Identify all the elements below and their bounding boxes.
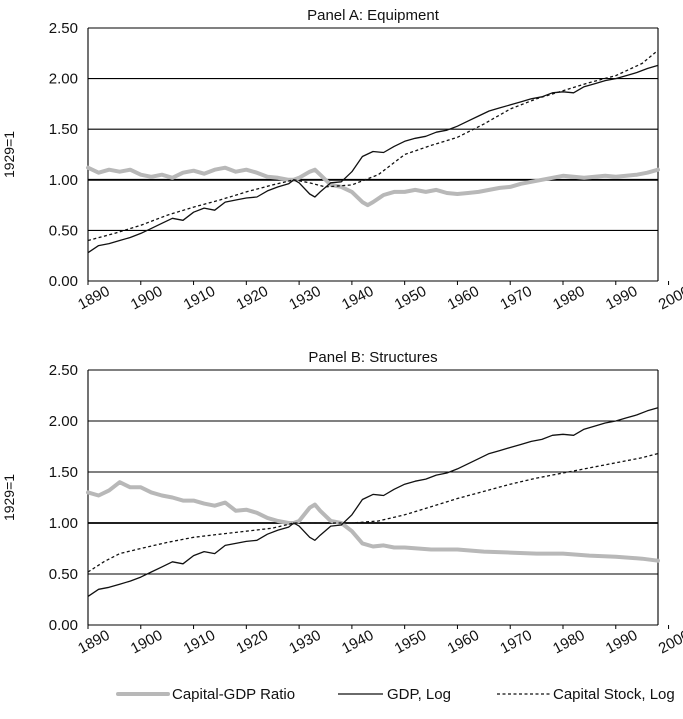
- x-tick-label: 1910: [181, 627, 218, 658]
- x-tick-label: 1900: [128, 627, 165, 658]
- y-tick-label: 0.00: [49, 273, 78, 290]
- panel-title: Panel B: Structures: [308, 349, 437, 366]
- x-tick-label: 1950: [392, 283, 429, 314]
- x-tick-label: 1920: [233, 283, 270, 314]
- x-tick-label: 1970: [497, 627, 534, 658]
- x-tick-label: 1990: [603, 627, 640, 658]
- x-tick-label: 2000: [656, 627, 683, 658]
- x-tick-label: 1890: [75, 627, 112, 658]
- x-tick-label: 1920: [233, 627, 270, 658]
- x-tick-label: 1960: [445, 283, 482, 314]
- series-line-capital-stock-log: [87, 49, 659, 242]
- panel-title: Panel A: Equipment: [307, 7, 440, 24]
- chart-legend: Capital-GDP Ratio GDP, Log Capital Stock, …: [116, 686, 675, 703]
- x-tick-label: 1940: [339, 283, 376, 314]
- series-line-gdp-log: [87, 64, 659, 254]
- y-tick-label: 2.50: [49, 362, 78, 379]
- y-axis-label: 1929=1: [1, 474, 17, 521]
- x-tick-label: 1940: [339, 627, 376, 658]
- y-tick-label: 1.50: [49, 464, 78, 481]
- series-line-capital-gdp-ratio: [86, 165, 660, 208]
- x-tick-label: 1970: [497, 283, 534, 314]
- x-tick-label: 1930: [286, 283, 323, 314]
- x-tick-label: 1950: [392, 627, 429, 658]
- panel-b-structures: Panel B: Structures 1929=1 0.00 0.50 1.00 1.5…: [1, 349, 683, 657]
- y-tick-label: 0.50: [49, 566, 78, 583]
- x-tick-label: 1910: [181, 283, 218, 314]
- series-line-gdp-log: [87, 407, 659, 597]
- x-tick-label: 1900: [128, 283, 165, 314]
- x-tick-label: 1980: [550, 283, 587, 314]
- series-line-capital-stock-log: [87, 452, 659, 573]
- x-tick-label: 1890: [75, 283, 112, 314]
- y-axis-label: 1929=1: [1, 131, 17, 178]
- x-tick-label: 1980: [550, 627, 587, 658]
- y-tick-label: 0.50: [49, 222, 78, 239]
- legend-label-capital-stock-log: Capital Stock, Log: [553, 686, 675, 703]
- y-tick-label: 2.50: [49, 20, 78, 37]
- legend-label-gdp-log: GDP, Log: [387, 686, 451, 703]
- y-tick-label: 2.00: [49, 71, 78, 88]
- y-tick-label: 2.00: [49, 413, 78, 430]
- x-tick-label: 1990: [603, 283, 640, 314]
- y-tick-label: 1.50: [49, 121, 78, 138]
- legend-label-capital-gdp-ratio: Capital-GDP Ratio: [172, 686, 295, 703]
- y-tick-label: 1.00: [49, 172, 78, 189]
- y-tick-label: 0.00: [49, 617, 78, 634]
- x-tick-label: 1930: [286, 627, 323, 658]
- series-line-capital-gdp-ratio: [86, 480, 660, 563]
- x-tick-label: 1960: [445, 627, 482, 658]
- panel-a-equipment: Panel A: Equipment 1929=1 0.00 0.50 1.00 1.50…: [1, 7, 683, 313]
- y-tick-label: 1.00: [49, 515, 78, 532]
- x-tick-label: 2000: [656, 283, 683, 314]
